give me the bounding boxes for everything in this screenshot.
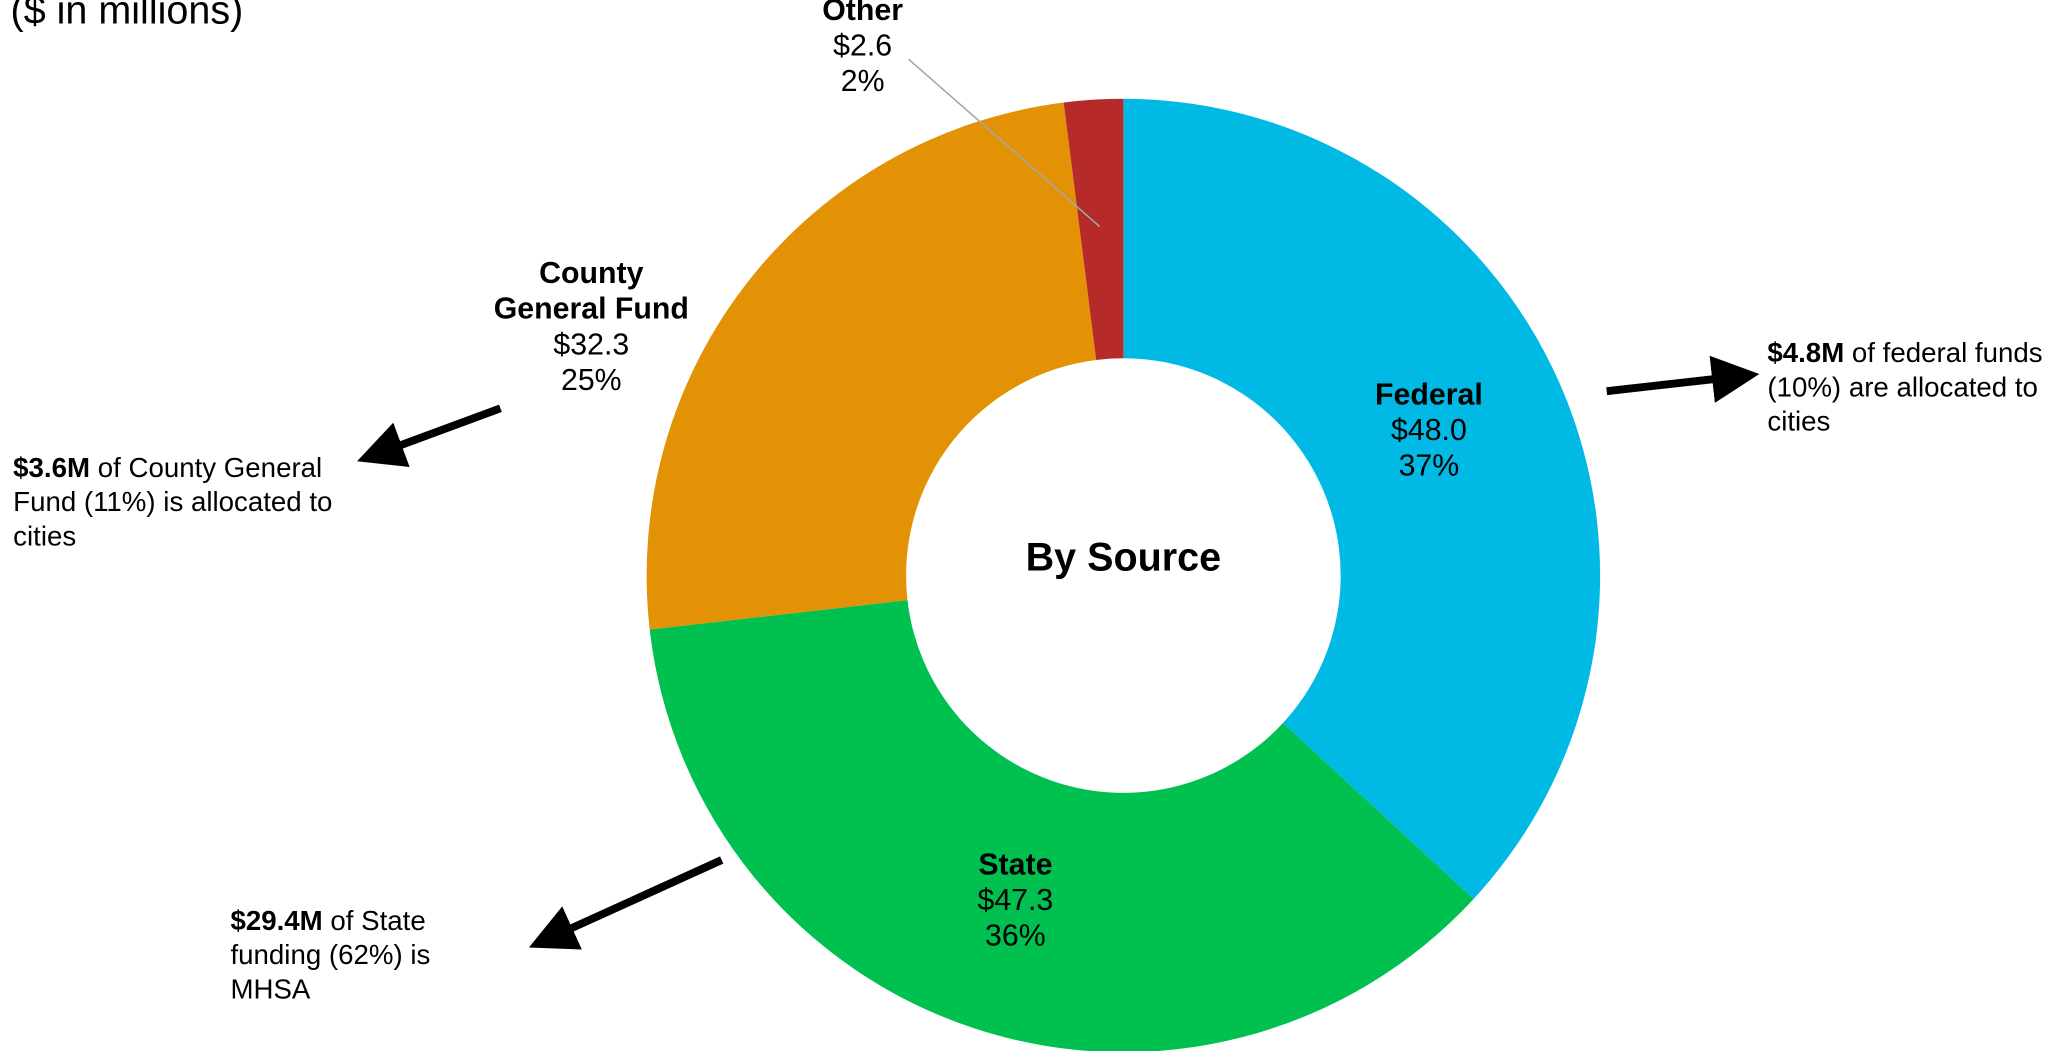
leader-line <box>908 58 1101 228</box>
slice <box>649 600 1474 1051</box>
annotation: $29.4M of State funding (62%) is MHSA <box>230 905 507 1008</box>
label-box: County General Fund$32.325% <box>493 256 691 398</box>
annotation-text: of State funding (62%) is MHSA <box>230 906 431 1005</box>
arrow <box>1606 355 1760 403</box>
annotation-bold: $29.4M <box>230 906 323 937</box>
category-label: Federal <box>1375 376 1483 411</box>
value-label: $48.0 <box>1391 412 1467 447</box>
percent-label: 25% <box>560 362 622 397</box>
percent-label: 37% <box>1398 447 1460 483</box>
percent-label: 36% <box>985 917 1046 953</box>
slices <box>646 98 1601 1051</box>
center-box: By Source <box>1025 536 1222 580</box>
arrow <box>528 856 724 950</box>
arrow <box>357 404 502 468</box>
category-label: State <box>978 846 1053 882</box>
value-label: $2.6 <box>833 27 893 62</box>
annotation-text: of federal funds (10%) are allocated to … <box>1767 338 2043 438</box>
category-label: Other <box>822 0 904 27</box>
note-box: $3.6M of County General Fund (11%) is al… <box>13 452 369 555</box>
label-box: Federal$48.037% <box>1297 377 1560 484</box>
category-label: County General Fund <box>493 255 689 326</box>
annotation: $3.6M of County General Fund (11%) is al… <box>13 452 369 555</box>
slice <box>1063 98 1124 360</box>
slice <box>646 102 1097 630</box>
value-label: $32.3 <box>553 326 630 361</box>
annotation-text: of County General Fund (11%) is allocate… <box>13 453 333 552</box>
label-box: State$47.336% <box>884 847 1147 954</box>
center-label: By Source <box>1025 536 1222 580</box>
subtitle: ($ in millions) <box>10 0 244 33</box>
percent-label: 2% <box>840 63 885 98</box>
slice-label: County General Fund $32.3 25% <box>493 256 691 398</box>
value-label: $47.3 <box>977 882 1054 917</box>
slice-label: Other $2.6 2% <box>731 0 994 99</box>
annotation-bold: $3.6M <box>13 453 91 484</box>
slice-label: State $47.3 36% <box>884 847 1147 954</box>
slice-label: Federal $48.0 37% <box>1297 377 1560 484</box>
note-box: $4.8M of federal funds (10%) are allocat… <box>1767 337 2065 440</box>
annotation-bold: $4.8M <box>1767 338 1845 369</box>
subtitle-box: ($ in millions) <box>10 0 244 33</box>
label-box: Other$2.62% <box>731 0 994 99</box>
slice <box>1123 98 1601 899</box>
note-box: $29.4M of State funding (62%) is MHSA <box>230 905 507 1008</box>
annotation: $4.8M of federal funds (10%) are allocat… <box>1767 337 2065 440</box>
